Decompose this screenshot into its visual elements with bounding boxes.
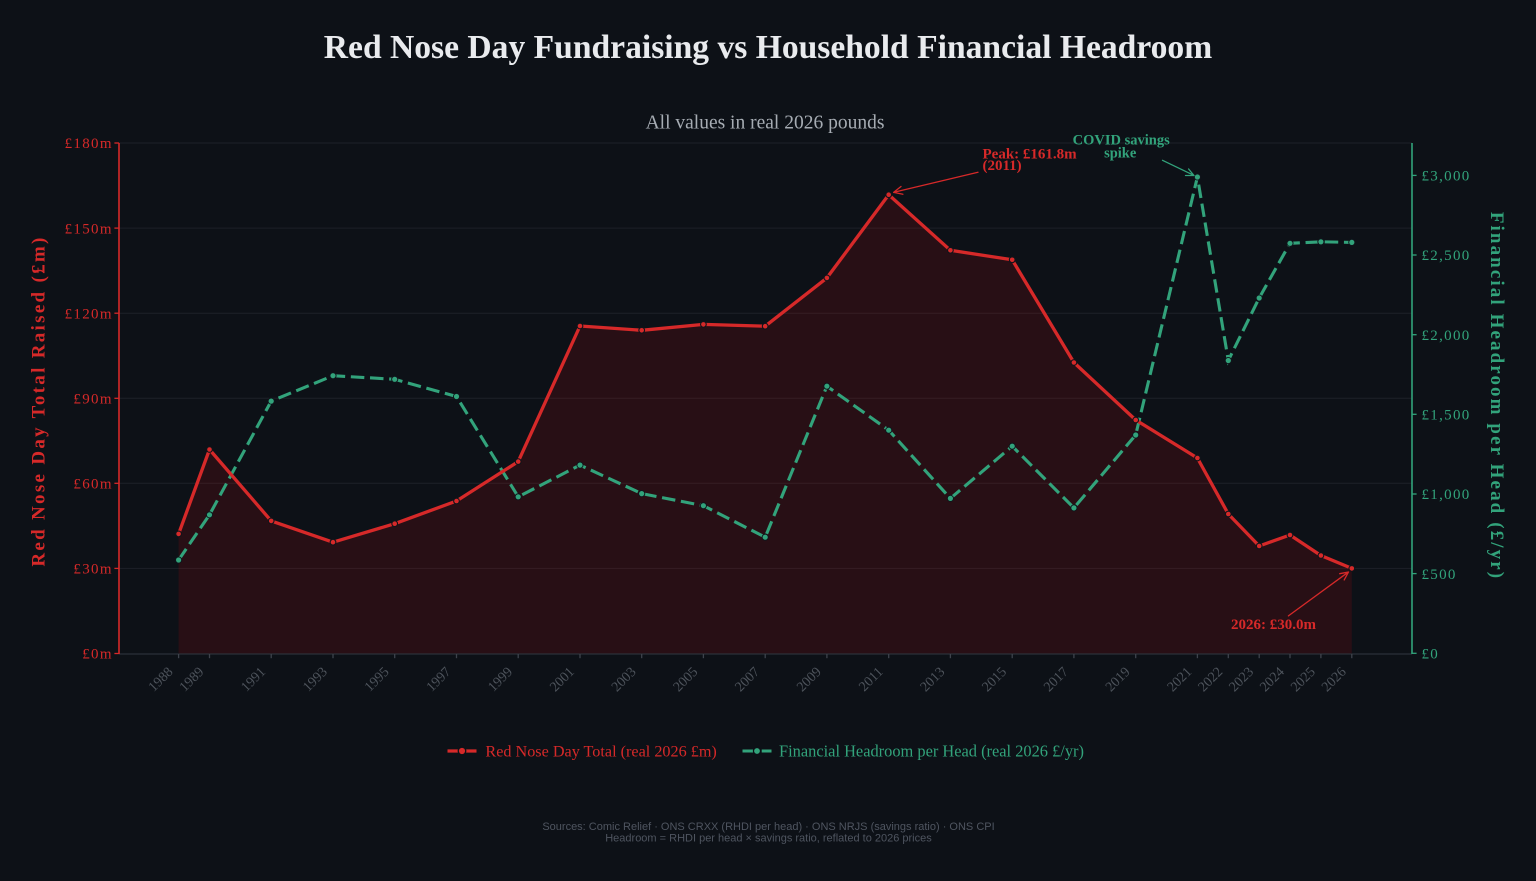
svg-text:(2011): (2011) (983, 158, 1022, 174)
svg-text:£3,000: £3,000 (1422, 169, 1471, 185)
svg-text:spike: spike (1104, 145, 1137, 161)
svg-text:Headroom = RHDI per head × sav: Headroom = RHDI per head × savings ratio… (605, 833, 932, 845)
svg-text:£90m: £90m (73, 392, 112, 408)
svg-text:COVID savings: COVID savings (1073, 133, 1170, 149)
svg-text:£120m: £120m (65, 306, 113, 322)
svg-text:Red Nose Day Total (real 2026: Red Nose Day Total (real 2026 £m) (485, 743, 716, 761)
svg-text:£0: £0 (1422, 647, 1440, 663)
svg-text:£0m: £0m (82, 647, 113, 663)
svg-text:£500: £500 (1422, 567, 1457, 583)
svg-text:Red Nose Day Fundraising vs Ho: Red Nose Day Fundraising vs Household Fi… (324, 29, 1212, 66)
svg-text:£1,500: £1,500 (1422, 408, 1471, 424)
svg-text:Financial Headroom per Head (r: Financial Headroom per Head (real 2026 £… (779, 742, 1084, 761)
svg-text:£180m: £180m (65, 136, 113, 152)
svg-text:£2,000: £2,000 (1422, 328, 1471, 344)
svg-text:All values in real 2026 pounds: All values in real 2026 pounds (646, 113, 885, 134)
svg-text:£1,000: £1,000 (1422, 487, 1471, 503)
svg-text:£2,500: £2,500 (1422, 248, 1471, 264)
svg-text:2026: £30.0m: 2026: £30.0m (1231, 617, 1316, 633)
svg-text:Financial Headroom per Head (£: Financial Headroom per Head (£/yr) (1486, 212, 1507, 580)
svg-text:Peak: £161.8m: Peak: £161.8m (983, 146, 1078, 162)
svg-text:£30m: £30m (73, 562, 112, 578)
svg-text:£60m: £60m (73, 477, 112, 493)
svg-text:Red Nose Day Total Raised (£m): Red Nose Day Total Raised (£m) (29, 235, 50, 566)
svg-text:Sources: Comic Relief · ONS CR: Sources: Comic Relief · ONS CRXX (RHDI p… (542, 821, 994, 833)
svg-text:£150m: £150m (65, 221, 113, 237)
